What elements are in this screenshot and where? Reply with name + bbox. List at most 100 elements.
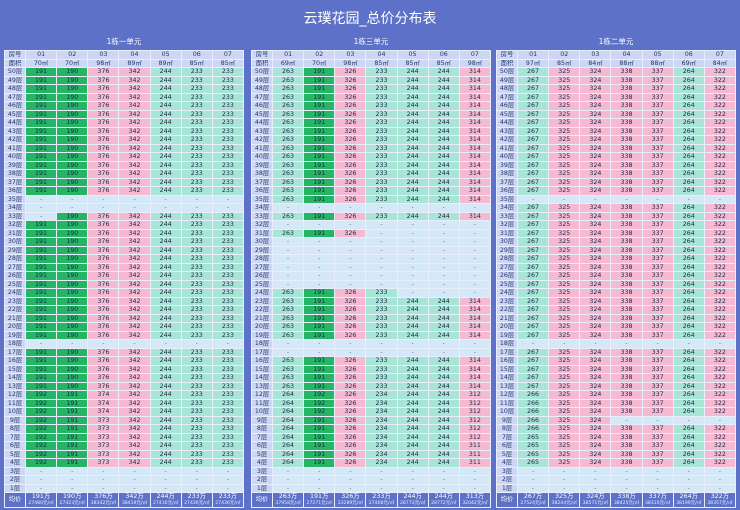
price-cell: 190 (57, 119, 89, 128)
price-cell: 324 (580, 161, 612, 170)
price-cell: 324 (580, 255, 612, 264)
floor-label: 4层 (497, 459, 518, 468)
price-cell: 233 (181, 246, 213, 255)
price-cell: 267 (518, 76, 550, 85)
room-number: 07 (704, 51, 736, 60)
block-title: 1栋一单元 (106, 37, 142, 46)
price-cell: 191 (57, 399, 89, 408)
floor-label: 6层 (252, 442, 273, 451)
price-cell: 233 (212, 127, 244, 136)
price-cell: 326 (335, 459, 367, 468)
price-cell: 244 (428, 110, 460, 119)
price-cell: 342 (119, 416, 151, 425)
price-cell: 322 (704, 297, 736, 306)
price-cell: 314 (459, 212, 491, 221)
price-cell: 244 (397, 314, 429, 323)
area-header-label: 面积 (497, 59, 518, 68)
price-cell: 244 (397, 93, 429, 102)
price-cell: 244 (428, 102, 460, 111)
price-cell: 233 (212, 306, 244, 315)
price-cell: 191 (304, 170, 336, 179)
average-unit-price: 27436元/㎡ (215, 501, 241, 506)
price-cell: 342 (119, 212, 151, 221)
price-cell: 244 (397, 399, 429, 408)
price-cell: 233 (212, 314, 244, 323)
price-cell: 244 (428, 195, 460, 204)
price-cell: 314 (459, 127, 491, 136)
empty-cell: - (26, 484, 58, 493)
price-cell: 338 (611, 450, 643, 459)
average-unit-price: 27480元/㎡ (28, 501, 54, 506)
price-cell: 325 (549, 459, 581, 468)
price-cell: 244 (150, 85, 182, 94)
floor-label: 12层 (252, 391, 273, 400)
price-cell: 264 (673, 127, 705, 136)
price-cell: 267 (518, 314, 550, 323)
empty-cell: - (88, 484, 120, 493)
price-cell: 326 (335, 374, 367, 383)
price-cell: 376 (88, 144, 120, 153)
empty-cell: - (397, 246, 429, 255)
unit-area: 85㎡ (366, 59, 398, 68)
floor-label: 6层 (497, 442, 518, 451)
price-cell: 376 (88, 348, 120, 357)
price-cell: 373 (88, 442, 120, 451)
price-cell: 191 (26, 314, 58, 323)
floor-label: 43层 (497, 127, 518, 136)
price-cell: 244 (150, 110, 182, 119)
empty-cell: - (26, 340, 58, 349)
average-label: 均价 (497, 493, 518, 508)
price-cell: 324 (580, 408, 612, 417)
price-cell: 338 (611, 365, 643, 374)
unit-area: 70㎡ (304, 59, 336, 68)
empty-cell: - (273, 246, 305, 255)
price-cell: 324 (580, 289, 612, 298)
empty-cell: - (611, 476, 643, 485)
price-cell: 233 (181, 136, 213, 145)
price-cell: 325 (549, 408, 581, 417)
floor-label: 50层 (497, 68, 518, 77)
price-cell: 374 (88, 391, 120, 400)
price-cell: 337 (642, 297, 674, 306)
price-cell: 264 (673, 170, 705, 179)
price-cell: 190 (57, 297, 89, 306)
price-cell: 342 (119, 263, 151, 272)
price-cell: 267 (518, 297, 550, 306)
price-cell: 325 (549, 357, 581, 366)
price-cell: 263 (273, 289, 305, 298)
price-cell: 267 (518, 212, 550, 221)
empty-cell: - (57, 484, 89, 493)
price-cell: 267 (518, 323, 550, 332)
price-cell: 244 (397, 374, 429, 383)
price-cell: 342 (119, 408, 151, 417)
average-total-price: 191万 (310, 493, 329, 500)
price-cell: 342 (119, 102, 151, 111)
price-cell: 263 (273, 297, 305, 306)
price-cell: 267 (518, 119, 550, 128)
price-cell: 244 (150, 272, 182, 281)
price-cell: 322 (704, 127, 736, 136)
price-cell: 325 (549, 314, 581, 323)
price-cell: 244 (150, 289, 182, 298)
room-number: 05 (397, 51, 429, 60)
price-cell: 191 (26, 289, 58, 298)
average-total-price: 233万 (372, 493, 391, 500)
price-cell: 244 (397, 110, 429, 119)
price-cell: 233 (366, 68, 398, 77)
average-unit-price: 27524元/㎡ (520, 501, 546, 506)
floor-label: 28层 (5, 255, 26, 264)
price-cell: 338 (611, 289, 643, 298)
unit-area: 70㎡ (57, 59, 89, 68)
block-unit-three: 1栋三单元 房号 01 02 03 04 05 06 07 面积 69㎡ 70㎡ 98㎡ 85㎡ 85㎡ 8… (251, 34, 491, 508)
empty-cell: - (304, 272, 336, 281)
empty-cell: - (673, 340, 705, 349)
price-cell: 264 (673, 442, 705, 451)
price-cell: 324 (580, 416, 612, 425)
price-cell: 191 (304, 433, 336, 442)
unit-area: 85㎡ (397, 59, 429, 68)
price-cell: 324 (580, 85, 612, 94)
price-cell: 244 (150, 399, 182, 408)
price-cell: 314 (459, 119, 491, 128)
price-cell: 191 (57, 416, 89, 425)
price-cell: 191 (26, 161, 58, 170)
